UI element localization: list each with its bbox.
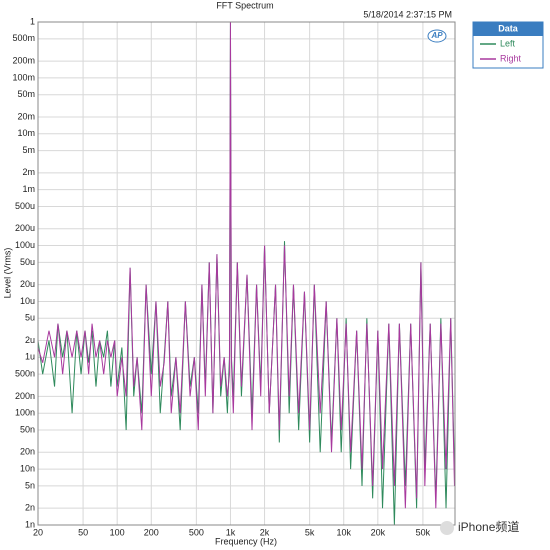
y-tick-label: 20m xyxy=(17,111,35,121)
x-tick-label: 500 xyxy=(189,527,204,537)
plot-lines xyxy=(37,21,455,526)
x-tick-label: 2k xyxy=(260,527,270,537)
y-tick-label: 2u xyxy=(25,335,35,345)
y-tick-label: 100u xyxy=(15,240,35,250)
y-tick-label: 10u xyxy=(20,296,35,306)
x-tick-label: 20 xyxy=(33,527,43,537)
y-tick-label: 1n xyxy=(25,519,35,529)
y-tick-label: 5u xyxy=(25,313,35,323)
chart-title: FFT Spectrum xyxy=(216,0,273,10)
y-tick-label: 1 xyxy=(30,16,35,26)
y-tick-label: 2m xyxy=(22,167,35,177)
y-tick-label: 100n xyxy=(15,408,35,418)
y-tick-label: 1m xyxy=(22,184,35,194)
x-tick-label: 50 xyxy=(78,527,88,537)
y-tick-label: 500u xyxy=(15,201,35,211)
x-axis-label: Frequency (Hz) xyxy=(215,536,277,546)
watermark: iPhone频道 xyxy=(458,520,519,534)
logo: AP xyxy=(430,31,443,40)
x-tick-label: 200 xyxy=(144,527,159,537)
legend-header xyxy=(473,22,543,36)
y-tick-label: 2n xyxy=(25,503,35,513)
y-tick-label: 500m xyxy=(12,33,35,43)
y-tick-label: 5n xyxy=(25,480,35,490)
y-tick-label: 200u xyxy=(15,223,35,233)
legend-title: Data xyxy=(498,23,519,33)
y-tick-label: 500n xyxy=(15,369,35,379)
timestamp: 5/18/2014 2:37:15 PM xyxy=(363,9,452,19)
x-tick-label: 10k xyxy=(336,527,351,537)
y-tick-label: 200m xyxy=(12,55,35,65)
y-tick-label: 100m xyxy=(12,72,35,82)
x-tick-label: 20k xyxy=(371,527,386,537)
y-axis-label: Level (Vrms) xyxy=(2,248,12,299)
y-tick-label: 20u xyxy=(20,279,35,289)
x-tick-label: 50k xyxy=(416,527,431,537)
x-tick-label: 5k xyxy=(305,527,315,537)
y-tick-label: 200n xyxy=(15,391,35,401)
y-tick-label: 50m xyxy=(17,89,35,99)
y-tick-label: 50n xyxy=(20,424,35,434)
x-tick-label: 100 xyxy=(110,527,125,537)
y-tick-label: 20n xyxy=(20,447,35,457)
y-tick-label: 10m xyxy=(17,128,35,138)
legend-label: Left xyxy=(500,38,516,48)
y-tick-label: 10n xyxy=(20,463,35,473)
x-tick-label: 1k xyxy=(226,527,236,537)
plot-frame xyxy=(37,21,456,526)
logo-badge xyxy=(427,29,447,43)
legend: Data Left Right xyxy=(472,21,544,69)
y-tick-label: 50u xyxy=(20,257,35,267)
watermark-icon xyxy=(440,521,454,535)
legend-label: Right xyxy=(500,53,522,63)
series-line xyxy=(37,21,455,509)
y-tick-label: 1u xyxy=(25,352,35,362)
y-tick-label: 5m xyxy=(22,145,35,155)
